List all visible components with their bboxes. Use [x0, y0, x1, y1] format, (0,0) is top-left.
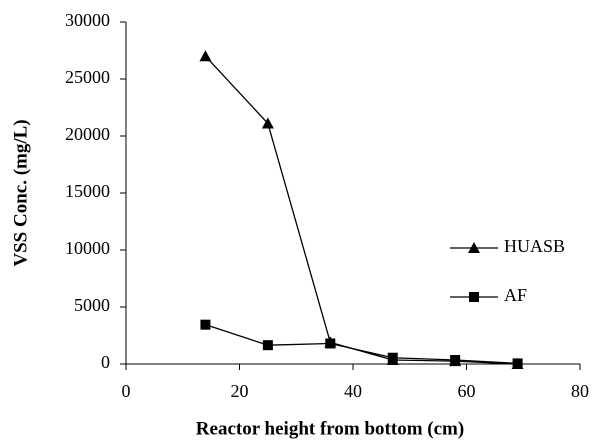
y-tick-label: 25000 [65, 67, 110, 87]
y-tick-label: 10000 [65, 238, 110, 258]
x-axis-title: Reactor height from bottom (cm) [196, 418, 464, 439]
marker-triangle [199, 50, 212, 62]
x-tick-label: 80 [571, 381, 589, 401]
x-tick-label: 40 [344, 381, 362, 401]
marker-square [512, 358, 523, 369]
marker-square [469, 292, 479, 302]
marker-square [325, 338, 336, 349]
marker-triangle [468, 242, 480, 253]
x-tick-label: 0 [122, 381, 131, 401]
y-tick-label: 0 [101, 352, 110, 372]
legend-label: AF [504, 285, 527, 305]
y-tick-label: 15000 [65, 181, 110, 201]
y-axis-title: VSS Conc. (mg/L) [10, 119, 31, 266]
x-tick-label: 60 [458, 381, 476, 401]
series-line [205, 324, 518, 365]
y-tick-label: 30000 [65, 10, 110, 30]
marker-triangle [261, 117, 274, 129]
series-line [204, 55, 518, 365]
y-tick-label: 20000 [65, 124, 110, 144]
marker-square [262, 340, 273, 351]
marker-square [200, 319, 211, 330]
y-tick-label: 5000 [74, 295, 110, 315]
marker-square [387, 352, 398, 363]
marker-square [450, 355, 461, 366]
legend-label: HUASB [504, 236, 565, 256]
x-tick-label: 20 [231, 381, 249, 401]
